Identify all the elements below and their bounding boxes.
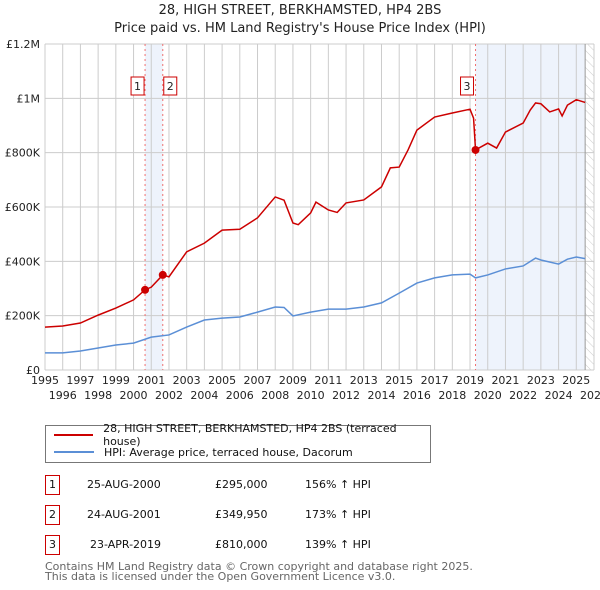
x-tick-label: 2024 [545,389,573,402]
transaction-hpi: 173% ↑ HPI [305,508,371,521]
x-tick-label: 2016 [403,389,431,402]
transaction-date: 25-AUG-2000 [87,478,161,491]
x-tick-label: 1999 [102,374,130,387]
x-tick-label: 2023 [527,374,555,387]
x-tick-label: 2021 [491,374,519,387]
x-tick-label: 2001 [137,374,165,387]
sale-point [141,285,150,294]
y-tick-label: £1.2M [6,38,40,51]
x-tick-label: 2018 [438,389,466,402]
legend-label: HPI: Average price, terraced house, Daco… [104,445,353,459]
chart-title: 28, HIGH STREET, BERKHAMSTED, HP4 2BS [158,3,442,18]
sale-label-box [460,76,475,96]
footer-copyright: Contains HM Land Registry data © Crown c… [45,560,473,573]
sale-label-box [163,76,178,96]
y-tick-label: £600K [5,201,41,214]
x-tick-label: 1996 [49,389,77,402]
x-tick-label: 2017 [421,374,449,387]
sale-label: 2 [167,80,174,93]
transaction-price: £810,000 [215,538,268,551]
x-tick-label: 2010 [297,389,325,402]
x-tick-label: 2009 [279,374,307,387]
x-tick-label: 2025 [562,374,590,387]
x-tick-label: 1995 [31,374,59,387]
sale-point [158,270,167,279]
transaction-row: 2 24-AUG-2001 £349,950 173% ↑ HPI [45,505,465,525]
x-tick-label: 2002 [155,389,183,402]
x-tick-label: 2019 [456,374,484,387]
legend-swatch [54,434,94,436]
legend-item-property: 28, HIGH STREET, BERKHAMSTED, HP4 2BS (t… [54,422,430,448]
x-tick-label: 2015 [385,374,413,387]
x-tick-label: 2000 [120,389,148,402]
x-tick-label: 2005 [208,374,236,387]
x-tick-label: 2022 [509,389,537,402]
sale-label: 3 [464,80,471,93]
x-tick-label: 2011 [314,374,342,387]
x-tick-label: 2026 [580,389,600,402]
x-tick-label: 2020 [474,389,502,402]
legend-swatch [54,451,94,453]
price-chart: 1995 1996 1997 1998 1999 2000 2001 2002 2003 2004… [5,38,600,402]
sale-label: 1 [134,80,141,93]
transaction-number: 1 [45,475,60,495]
chart-subtitle: Price paid vs. HM Land Registry's House … [114,21,486,36]
transaction-number: 2 [45,505,60,525]
x-tick-label: 2004 [190,389,218,402]
x-tick-label: 2014 [367,389,395,402]
transaction-number: 3 [45,535,60,555]
transaction-hpi: 139% ↑ HPI [305,538,371,551]
transaction-row: 3 23-APR-2019 £810,000 139% ↑ HPI [45,535,465,555]
x-tick-label: 2008 [261,389,289,402]
x-tick-label: 1997 [66,374,94,387]
x-tick-label: 2007 [244,374,272,387]
transaction-date: 24-AUG-2001 [87,508,161,521]
transaction-date: 23-APR-2019 [90,538,162,551]
series-line [45,256,586,354]
y-tick-label: £200K [5,310,41,323]
transaction-row: 1 25-AUG-2000 £295,000 156% ↑ HPI [45,475,465,495]
sale-label-box [130,76,145,96]
legend: 28, HIGH STREET, BERKHAMSTED, HP4 2BS (t… [45,422,431,463]
y-tick-label: £0 [26,364,40,377]
x-tick-label: 2012 [332,389,360,402]
transaction-price: £349,950 [215,508,268,521]
y-tick-label: £1M [17,92,41,105]
transaction-hpi: 156% ↑ HPI [305,478,371,491]
x-tick-label: 2003 [173,374,201,387]
x-tick-label: 1998 [84,389,112,402]
footer-licence: This data is licensed under the Open Gov… [45,570,396,583]
legend-label: 28, HIGH STREET, BERKHAMSTED, HP4 2BS (t… [103,422,397,448]
legend-item-hpi: HPI: Average price, terraced house, Daco… [54,444,353,460]
sale-point [471,145,480,154]
transaction-price: £295,000 [215,478,268,491]
y-tick-label: £800K [5,147,41,160]
x-tick-label: 2006 [226,389,254,402]
x-tick-label: 2013 [350,374,378,387]
y-tick-label: £400K [5,255,41,268]
